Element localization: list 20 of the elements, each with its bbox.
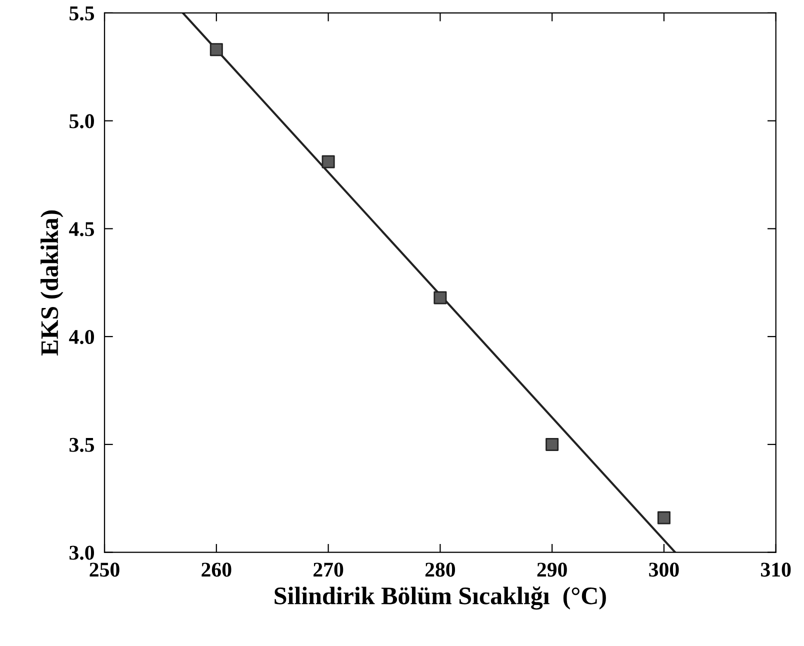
x-tick-label: 250 (90, 562, 120, 577)
x-tick-label: 290 (537, 562, 567, 577)
x-tick-label: 270 (314, 562, 344, 577)
x-tick-label: 280 (425, 562, 456, 577)
x-tick-label: 310 (761, 562, 791, 577)
point (322, 155, 335, 168)
y-tick-label: 4.0 (69, 330, 94, 344)
point (434, 291, 447, 304)
y-axis-title: EKS (dakika) (40, 210, 64, 356)
point (657, 511, 670, 524)
y-tick-label: 5.5 (70, 6, 94, 20)
point (546, 438, 559, 451)
x-axis-title: Silindirik Bölüm Sıcaklığı (°C) (274, 586, 606, 610)
y-tick-label: 3.0 (70, 546, 94, 560)
y-tick-label: 3.5 (70, 438, 94, 452)
x-tick-label: 300 (649, 562, 679, 577)
y-tick-label: 5.0 (70, 114, 94, 128)
y-tick-label: 4.5 (69, 222, 94, 236)
point (210, 43, 223, 56)
x-tick-label: 260 (202, 562, 232, 577)
